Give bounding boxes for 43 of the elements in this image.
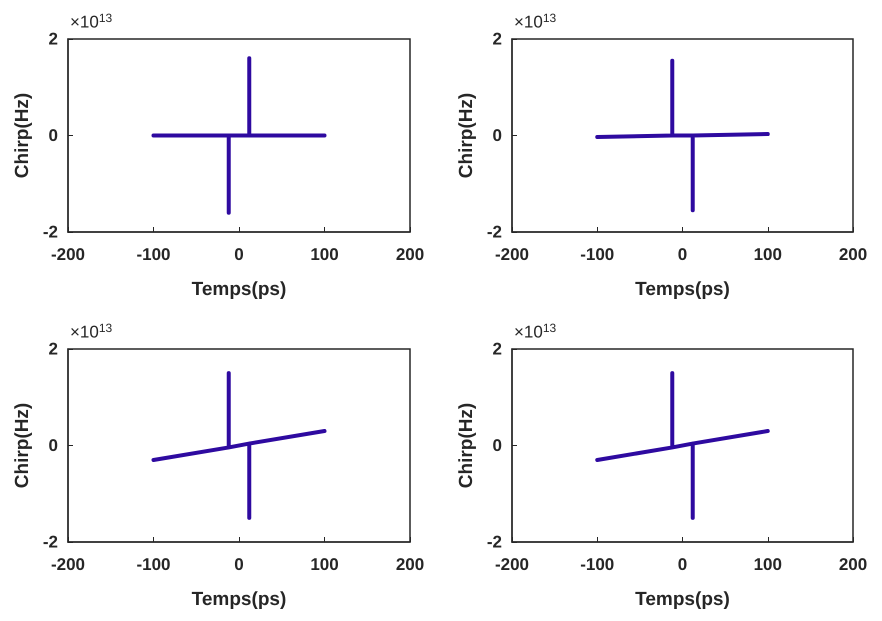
x-tick-label: -200 bbox=[494, 555, 530, 574]
x-tick-label: -100 bbox=[136, 245, 171, 264]
x-tick-label: 0 bbox=[678, 555, 688, 574]
y-tick-label: 0 bbox=[48, 126, 58, 145]
y-tick-label: 0 bbox=[48, 436, 58, 455]
x-tick-label: 100 bbox=[754, 555, 782, 574]
x-tick-label: -100 bbox=[580, 555, 614, 574]
x-tick-label: -200 bbox=[494, 245, 530, 264]
y-tick-label: -2 bbox=[42, 532, 58, 552]
y-tick-label: 2 bbox=[48, 30, 58, 48]
y-axis-title: Chirp(Hz) bbox=[456, 402, 477, 488]
x-axis-title: Temps(ps) bbox=[192, 589, 286, 610]
y-tick-label: -2 bbox=[42, 222, 58, 242]
x-tick-label: -200 bbox=[50, 555, 86, 574]
line-series bbox=[595, 371, 770, 520]
y-tick-label: -2 bbox=[486, 532, 502, 552]
y-tick-label: 2 bbox=[48, 340, 58, 358]
y-tick-label: -2 bbox=[486, 222, 502, 242]
x-tick-label: -200 bbox=[50, 245, 86, 264]
line-series bbox=[595, 58, 770, 212]
y-tick-label: 0 bbox=[492, 436, 502, 455]
x-tick-label: -100 bbox=[580, 245, 614, 264]
x-tick-label: 0 bbox=[234, 245, 244, 264]
y-tick-label: 0 bbox=[492, 126, 502, 145]
y-tick-label: 2 bbox=[492, 340, 502, 358]
x-tick-label: 200 bbox=[838, 245, 868, 264]
x-tick-label: -100 bbox=[136, 555, 171, 574]
x-tick-label: 100 bbox=[754, 245, 782, 264]
x-axis-title: Temps(ps) bbox=[192, 279, 286, 300]
y-axis-title: Chirp(Hz) bbox=[12, 402, 33, 488]
x-tick-label: 100 bbox=[310, 245, 339, 264]
y-axis-title: Chirp(Hz) bbox=[456, 92, 477, 178]
x-axis-title: Temps(ps) bbox=[635, 589, 730, 610]
x-tick-label: 0 bbox=[234, 555, 244, 574]
x-tick-label: 100 bbox=[310, 555, 339, 574]
x-tick-label: 0 bbox=[678, 245, 688, 264]
line-series bbox=[152, 371, 326, 520]
x-tick-label: 200 bbox=[838, 555, 868, 574]
x-tick-label: 200 bbox=[396, 555, 424, 574]
y-tick-label: 2 bbox=[492, 30, 502, 48]
y-axis-title: Chirp(Hz) bbox=[12, 92, 33, 178]
x-tick-label: 200 bbox=[396, 245, 424, 264]
x-axis-title: Temps(ps) bbox=[635, 279, 730, 300]
